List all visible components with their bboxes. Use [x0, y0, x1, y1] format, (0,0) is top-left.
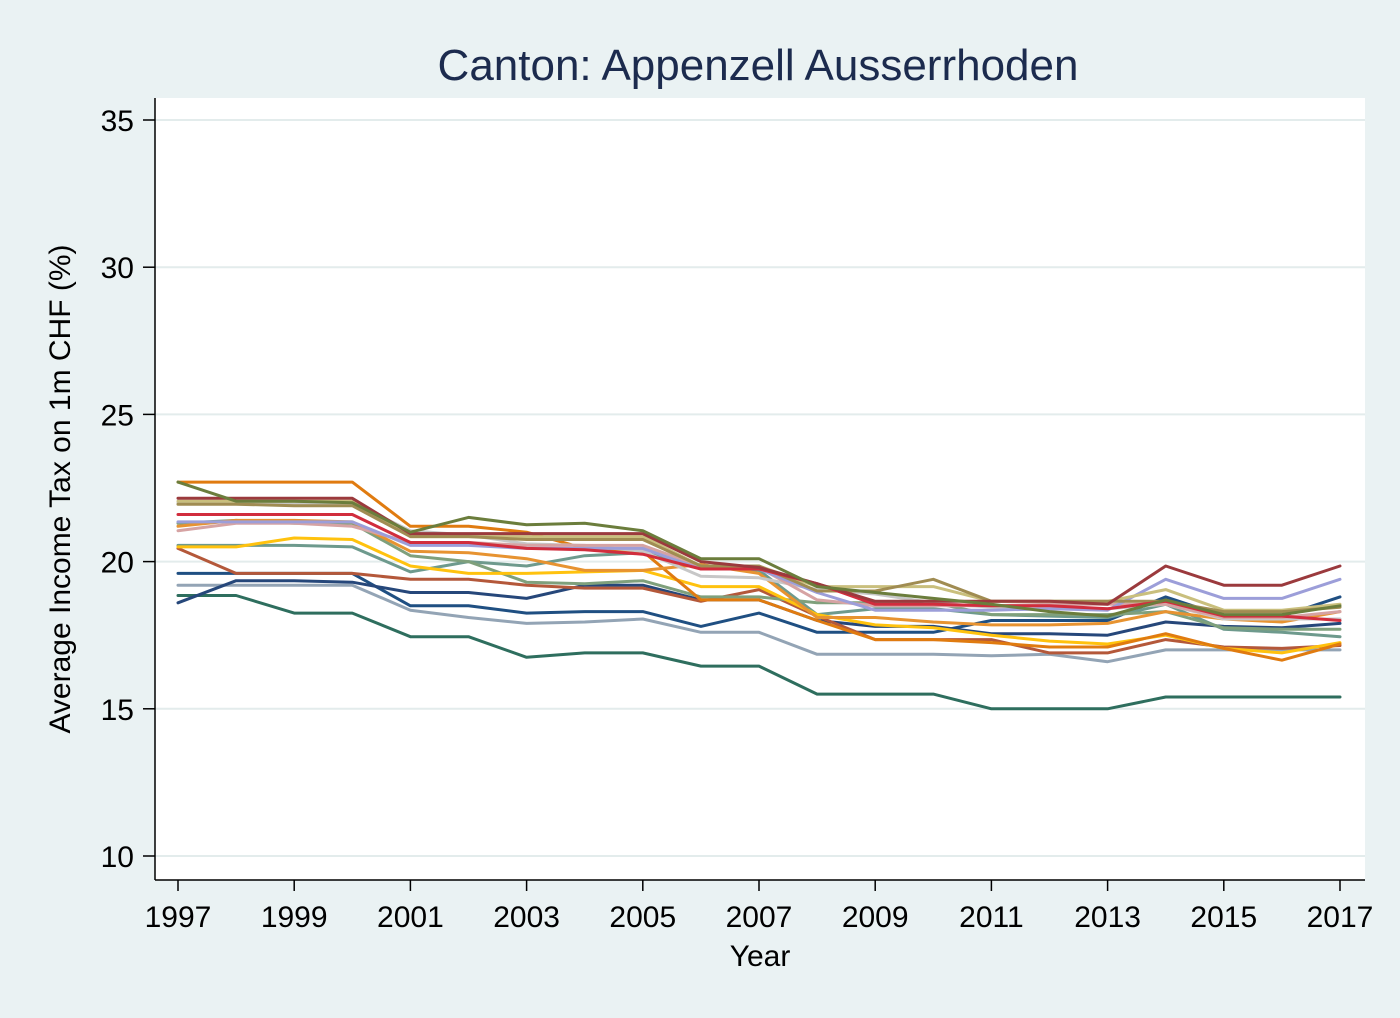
series-line-7 [176, 518, 1342, 631]
plot-area [155, 98, 1365, 880]
series-line-2 [176, 583, 1342, 664]
x-tick-label: 2013 [1074, 901, 1141, 934]
x-tick-label: 1997 [145, 901, 212, 934]
y-tick-label: 15 [101, 694, 134, 727]
x-tick-label: 2005 [609, 901, 676, 934]
y-ticks: 10 15 20 25 30 35 [101, 105, 155, 874]
x-tick-label: 2001 [377, 901, 444, 934]
x-tick-label: 2007 [726, 901, 793, 934]
x-tick-label: 2003 [493, 901, 560, 934]
x-tick-label: 2009 [842, 901, 909, 934]
y-axis-title: Average Income Tax on 1m CHF (%) [44, 244, 77, 733]
x-ticks: 1997 1999 2001 2003 2005 2007 2009 2011 2013 2015… [145, 880, 1374, 934]
axes [154, 98, 1365, 881]
y-tick-label: 35 [101, 105, 134, 138]
gridlines [155, 119, 1365, 857]
x-tick-label: 1999 [261, 901, 328, 934]
y-tick-label: 30 [101, 252, 134, 285]
series-lines [176, 480, 1342, 711]
y-tick-label: 20 [101, 547, 134, 580]
x-tick-label: 2015 [1190, 901, 1257, 934]
y-tick-label: 10 [101, 841, 134, 874]
x-axis-title: Year [730, 940, 791, 973]
y-tick-label: 25 [101, 399, 134, 432]
series-line-17 [176, 496, 1342, 606]
chart-title: Canton: Appenzell Ausserrhoden [438, 41, 1079, 90]
series-line-9 [176, 480, 1342, 662]
series-line-1 [176, 594, 1342, 711]
series-line-18 [176, 480, 1342, 618]
x-tick-label: 2017 [1307, 901, 1374, 934]
series-line-5 [176, 546, 1342, 655]
x-tick-label: 2011 [959, 901, 1024, 934]
